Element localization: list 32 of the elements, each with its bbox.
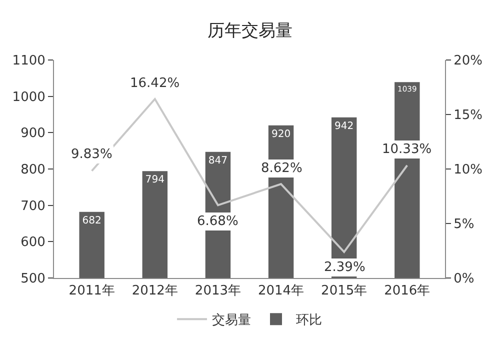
y-tick-label: 600 <box>20 235 46 250</box>
data-label: 16.42% <box>130 76 180 91</box>
data-label: 847 <box>208 155 228 166</box>
y-tick-label: 800 <box>20 162 46 178</box>
y-tick-label: 700 <box>20 198 46 214</box>
x-tick-label: 2012年 <box>132 284 178 299</box>
y2-tick-label: 20% <box>454 54 483 69</box>
y-tick-label: 1100 <box>12 54 46 69</box>
data-label: 794 <box>145 174 164 186</box>
data-label: 942 <box>334 120 354 132</box>
x-tick-label: 2011年 <box>68 284 115 299</box>
y-tick-label: 500 <box>20 272 46 287</box>
data-label: 920 <box>271 128 291 140</box>
x-tick-label: 2013年 <box>194 284 242 299</box>
y-tick-label: 1000 <box>12 90 46 105</box>
data-label: 10.33% <box>382 142 432 157</box>
y2-tick-label: 10% <box>454 162 483 178</box>
x-tick-label: 2016年 <box>384 284 430 299</box>
y2-tick-label: 15% <box>454 108 483 124</box>
data-label: 8.62% <box>261 161 302 176</box>
data-label: 6.68% <box>197 214 238 229</box>
legend-label: 环比 <box>296 313 322 328</box>
x-tick-label: 2015年 <box>321 284 368 299</box>
chart-title: 历年交易量 <box>208 21 292 42</box>
legend-label: 交易量 <box>212 312 251 328</box>
y2-tick-label: 0% <box>454 272 474 287</box>
y2-tick-label: 5% <box>454 217 474 232</box>
y-tick-label: 900 <box>20 126 46 142</box>
data-label: 2.39% <box>324 260 366 275</box>
data-label: 9.83% <box>71 147 112 162</box>
x-tick-label: 2014年 <box>258 284 304 299</box>
data-label: 682 <box>82 215 102 226</box>
